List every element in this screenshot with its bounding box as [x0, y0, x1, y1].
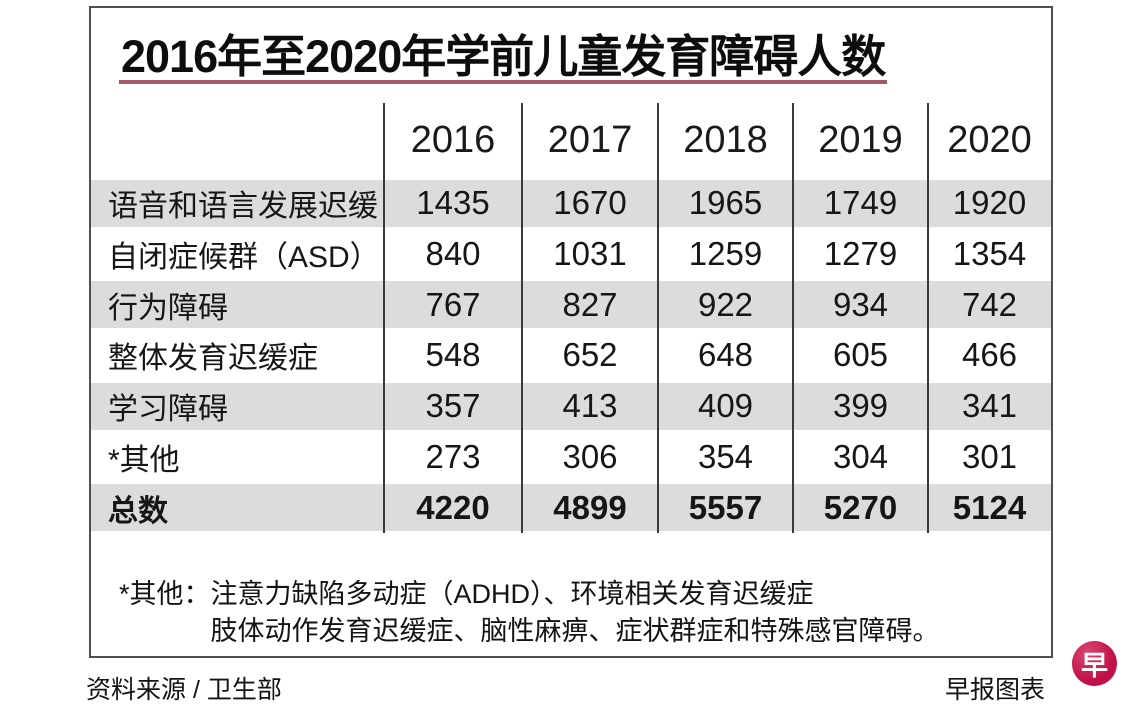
row-label: 总数 [91, 482, 384, 533]
cell-value: 1435 [384, 178, 522, 229]
column-divider [657, 103, 659, 533]
cell-value: 5557 [658, 482, 793, 533]
cell-value: 409 [658, 380, 793, 432]
cell-value: 357 [384, 380, 522, 432]
year-header: 2020 [947, 119, 1032, 161]
row-label: 行为障碍 [91, 279, 384, 331]
cell-value: 742 [928, 279, 1051, 331]
title-underline [119, 80, 887, 84]
cell-value: 4220 [384, 482, 522, 533]
footnote: *其他： 注意力缺陷多动症（ADHD）、环境相关发育迟缓症 肢体动作发育迟缓症、… [119, 576, 940, 650]
year-header: 2017 [547, 119, 633, 161]
data-table: 2016 2017 2018 2019 2020 语音和语言发展迟缓 1435 1670 196… [91, 103, 1051, 533]
cell-value: 605 [832, 336, 889, 374]
chart-title: 2016年至2020年学前儿童发育障碍人数 [121, 31, 886, 82]
footnote-text: 注意力缺陷多动症（ADHD）、环境相关发育迟缓症 肢体动作发育迟缓症、脑性麻痹、… [211, 576, 940, 650]
cell-value: 5270 [793, 482, 928, 533]
zaobao-logo-icon: 早 [1072, 641, 1117, 686]
cell-value: 4899 [522, 482, 658, 533]
zaobao-logo-char: 早 [1081, 651, 1108, 681]
year-header: 2016 [410, 119, 496, 161]
cell-value: 304 [832, 437, 889, 475]
credit-text: 早报图表 [944, 676, 1045, 704]
cell-value: 1920 [928, 178, 1051, 229]
cell-value: 341 [928, 380, 1051, 432]
cell-value: 648 [697, 336, 754, 374]
row-label: 整体发育迟缓症 [108, 342, 318, 376]
cell-value: 1354 [952, 235, 1027, 273]
row-label: 学习障碍 [91, 380, 384, 432]
cell-value: 273 [425, 437, 481, 475]
cell-value: 1965 [658, 178, 793, 229]
footnote-line-2: 肢体动作发育迟缓症、脑性麻痹、症状群症和特殊感官障碍。 [210, 616, 940, 646]
cell-value: 1749 [793, 178, 928, 229]
cell-value: 354 [697, 437, 754, 475]
cell-value: 934 [793, 279, 928, 331]
column-divider [521, 103, 523, 533]
cell-value: 413 [522, 380, 658, 432]
footnote-label: *其他： [119, 579, 211, 609]
table-grid: 2016 2017 2018 2019 2020 语音和语言发展迟缓 1435 1670 196… [91, 103, 1051, 533]
cell-value: 767 [384, 279, 522, 331]
column-divider [383, 103, 385, 533]
chart-frame [89, 6, 1053, 658]
cell-value: 652 [562, 336, 618, 374]
column-divider [927, 103, 929, 533]
cell-value: 399 [793, 380, 928, 432]
year-header: 2018 [683, 119, 768, 161]
row-label: 自闭症候群（ASD） [108, 241, 380, 275]
cell-value: 301 [961, 437, 1018, 475]
cell-value: 1670 [522, 178, 658, 229]
year-header: 2019 [818, 119, 903, 161]
cell-value: 827 [522, 279, 658, 331]
cell-value: 922 [658, 279, 793, 331]
cell-value: 1031 [553, 235, 627, 273]
cell-value: 306 [562, 437, 618, 475]
cell-value: 466 [961, 336, 1018, 374]
row-label: *其他 [108, 443, 180, 477]
footnote-line-1: 注意力缺陷多动症（ADHD）、环境相关发育迟缓症 [210, 579, 814, 609]
cell-value: 548 [425, 336, 481, 374]
cell-value: 1279 [823, 235, 898, 273]
row-label: 语音和语言发展迟缓 [91, 178, 384, 229]
cell-value: 5124 [928, 482, 1051, 533]
cell-value: 1259 [688, 235, 763, 273]
cell-value: 840 [425, 235, 481, 273]
source-text: 资料来源 / 卫生部 [86, 676, 282, 704]
column-divider [792, 103, 794, 533]
table-corner-cell [91, 103, 384, 178]
